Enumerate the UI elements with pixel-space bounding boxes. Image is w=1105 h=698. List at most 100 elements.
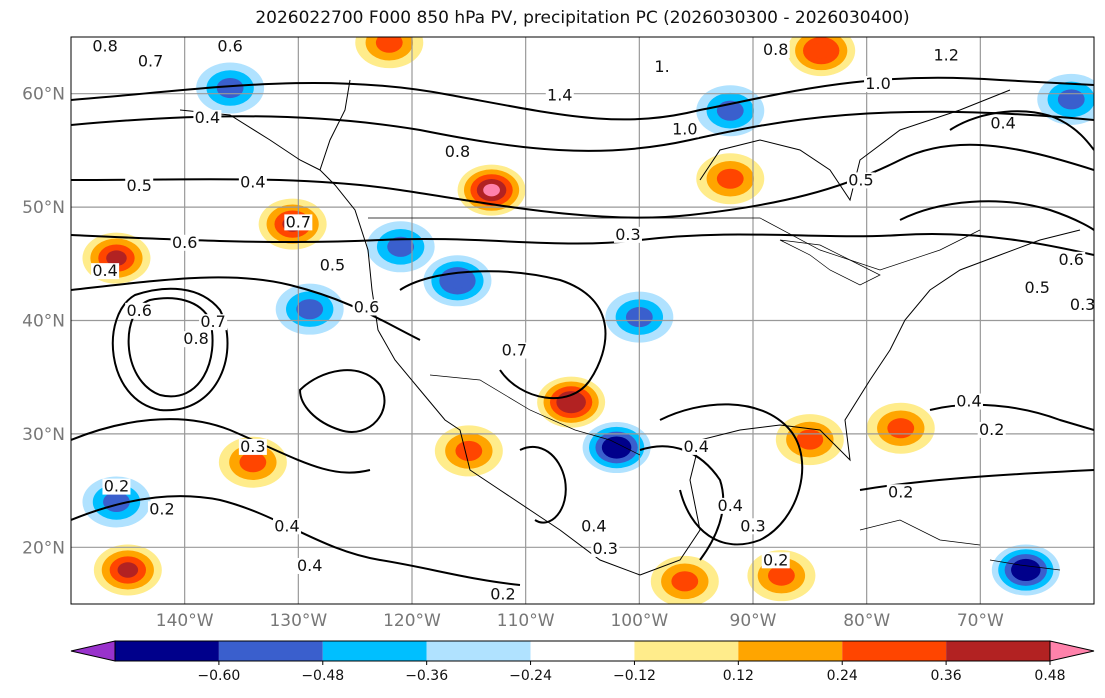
lat-tick-label: 30°N xyxy=(22,425,65,445)
contour-label-bg xyxy=(125,302,154,319)
colorbar-segment xyxy=(426,641,531,661)
contour-label-bg xyxy=(846,172,875,189)
coastlines-layer xyxy=(179,79,1081,576)
contour-label-bg xyxy=(500,342,529,359)
precip-anomaly-layer xyxy=(82,37,1094,604)
colorbar-segment xyxy=(322,641,427,661)
contour-label: 0.4 xyxy=(274,516,299,535)
graticule xyxy=(71,37,1094,604)
precip-blob xyxy=(239,452,267,473)
chart-title: 2026022700 F000 850 hPa PV, precipitatio… xyxy=(255,8,910,28)
colorbar: −0.60 −0.48 −0.36 −0.24 −0.12 0.12 0.24 0.36 0.4… xyxy=(70,640,1095,684)
contour-label-bg xyxy=(199,314,228,331)
contour-label-bg xyxy=(670,121,699,138)
contour-label: 0.3 xyxy=(740,516,765,535)
contour-label: 0.3 xyxy=(593,539,618,558)
pv-contours xyxy=(71,76,1094,586)
precip-blob xyxy=(375,37,403,53)
contour-label-bg xyxy=(443,144,472,161)
contour-label: 1.2 xyxy=(934,46,959,65)
colorbar-tick-label: −0.48 xyxy=(301,668,344,684)
coastline-gulf xyxy=(639,229,1081,576)
contour-label: 1.0 xyxy=(672,119,697,138)
precip-blob xyxy=(483,183,500,197)
lat-tick-label: 60°N xyxy=(22,85,65,105)
colorbar-segment xyxy=(115,641,219,661)
latitude-labels: 60°N 50°N 40°N 30°N 20°N xyxy=(22,85,65,559)
precip-blob xyxy=(796,429,824,450)
contour-label: 0.5 xyxy=(1024,278,1049,297)
contour-label: 0.3 xyxy=(615,225,640,244)
precip-blob xyxy=(562,395,580,409)
contour-label-bg xyxy=(91,263,120,280)
lat-tick-label: 20°N xyxy=(22,538,65,558)
lat-tick-label: 40°N xyxy=(22,312,65,332)
colorbar-extend-low xyxy=(70,640,116,662)
great-lakes xyxy=(779,239,881,286)
contour-label-bg xyxy=(216,38,245,55)
contour-label-bg xyxy=(977,421,1006,438)
colorbar-segment xyxy=(530,641,635,661)
precip-blob xyxy=(608,441,625,454)
contour-label: 0.8 xyxy=(445,142,470,161)
precip-blob xyxy=(106,250,127,266)
contour-label: 0.8 xyxy=(183,329,208,348)
contour-label-layer: 0.60.70.80.41.41.00.80.5 0.40.70.60.4 0.50… xyxy=(91,37,1095,603)
colorbar-tick-label: 0.48 xyxy=(1034,668,1065,684)
contour-label-bg xyxy=(238,174,267,191)
lon-tick-label: 80°W xyxy=(843,611,890,631)
contour-label-bg xyxy=(989,115,1018,132)
contour-label-bg xyxy=(284,214,313,231)
contour-label-bg xyxy=(91,38,120,55)
contour-label-bg xyxy=(716,497,745,514)
contour-label: 0.4 xyxy=(956,392,981,411)
precip-blob xyxy=(887,418,915,439)
contour-label-bg xyxy=(648,59,677,76)
pv-contour xyxy=(399,270,607,400)
contour-label: 0.2 xyxy=(888,482,913,501)
contour-label-bg xyxy=(318,257,347,274)
pv-contour xyxy=(71,418,371,474)
contour-label: 0.7 xyxy=(200,312,225,331)
colorbar-tick-label: −0.36 xyxy=(405,668,448,684)
contour-label-bg xyxy=(147,501,176,518)
contour-label: 0.3 xyxy=(1070,295,1095,314)
contour-label: 0.2 xyxy=(979,420,1004,439)
contour-label-bg xyxy=(761,42,790,59)
contour-label-bg xyxy=(193,110,222,127)
colorbar-tick-label: 0.24 xyxy=(827,668,858,684)
pv-contour xyxy=(519,445,567,524)
contour-label: 0.6 xyxy=(172,233,197,252)
contour-label: 0.5 xyxy=(848,170,873,189)
contour-label: 0.4 xyxy=(990,114,1015,133)
colorbar-segment xyxy=(738,641,843,661)
contour-label-bg xyxy=(170,234,199,251)
colorbar-segment xyxy=(218,641,323,661)
contour-label: 0.6 xyxy=(217,37,242,56)
lon-tick-label: 90°W xyxy=(730,611,777,631)
contour-label-bg xyxy=(295,557,324,574)
pv-contour xyxy=(71,276,421,341)
contour-label: 0.4 xyxy=(718,496,743,515)
contour-label-bg xyxy=(102,478,131,495)
pv-contour xyxy=(929,403,1094,431)
lat-tick-label: 50°N xyxy=(22,198,65,218)
contour-label-bg xyxy=(136,53,165,70)
contour-label: 0.3 xyxy=(240,437,265,456)
lon-tick-label: 110°W xyxy=(497,611,555,631)
contour-label-bg xyxy=(352,299,381,316)
precip-blob xyxy=(671,571,699,592)
contour-label: 0.2 xyxy=(149,499,174,518)
pv-contour xyxy=(111,287,229,412)
contour-label-bg xyxy=(932,47,961,64)
pv-contour xyxy=(71,143,1094,219)
contour-label: 0.5 xyxy=(126,176,151,195)
contour-label-bg xyxy=(182,331,211,348)
mexico-border xyxy=(429,374,641,456)
pv-contour xyxy=(899,200,1094,231)
contour-label: 0.8 xyxy=(763,40,788,59)
precip-blob xyxy=(1057,89,1085,110)
contour-label: 0.7 xyxy=(138,51,163,70)
colorbar-tick-label: −0.60 xyxy=(197,668,240,684)
plot-frame xyxy=(70,36,1095,605)
